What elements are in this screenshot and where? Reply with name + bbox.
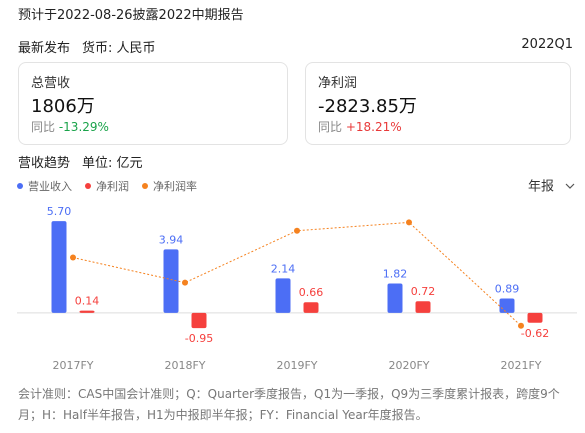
card-value: -2823.85万 — [318, 96, 417, 117]
change-label: 同比 — [31, 120, 56, 134]
bar — [191, 312, 207, 329]
line-point — [518, 322, 524, 329]
release: 最新发布 — [18, 41, 71, 56]
change: +18.21% — [345, 120, 402, 134]
x-tick-label: 2018FY — [164, 359, 205, 372]
value-label: -0.95 — [185, 332, 213, 345]
value-label: 5.70 — [47, 205, 72, 218]
x-tick-label: 2021FY — [500, 359, 541, 372]
bar — [51, 221, 67, 313]
bar — [303, 302, 319, 313]
value-label: 3.94 — [159, 233, 184, 246]
line — [72, 221, 522, 327]
bar — [79, 310, 95, 313]
currency: 货币: 人民币 — [82, 41, 156, 56]
notice: 预计于2022-08-26披露2022中期报告 — [18, 8, 244, 23]
card: 净利润 -2823.85万 同比 +18.21% — [305, 62, 571, 145]
card: 总营收 1806万 同比 -13.29% — [18, 62, 288, 145]
value-label: 0.14 — [75, 295, 100, 308]
card-value: 1806万 — [31, 96, 95, 117]
chart: 年报 营业收入 净利润 净利润率 2017FY 5.70 0.14 2018FY 3.94 -0… — [17, 179, 577, 372]
line-point — [182, 279, 188, 286]
bar — [387, 283, 403, 313]
value-label: 0.72 — [411, 285, 436, 298]
legend-marker — [17, 183, 23, 189]
line-point — [294, 227, 300, 234]
legend-label: 营业收入 — [28, 179, 72, 193]
bar — [163, 249, 179, 313]
legend-label: 净利润率 — [153, 179, 197, 193]
line-point — [406, 219, 412, 226]
trend-unit: 单位: 亿元 — [82, 156, 143, 171]
change: -13.29% — [58, 120, 109, 134]
value-label: 0.66 — [299, 286, 324, 299]
card-label: 净利润 — [318, 76, 358, 91]
legend-marker — [142, 183, 148, 189]
period: 2022Q1 — [521, 37, 573, 52]
value-label: 0.89 — [495, 282, 520, 295]
x-tick-label: 2017FY — [52, 359, 93, 372]
trend-title: 营收趋势 — [18, 156, 71, 171]
bar — [499, 298, 515, 313]
card-label: 总营收 — [31, 76, 71, 91]
x-tick-label: 2020FY — [388, 359, 429, 372]
selector-label[interactable]: 年报 — [528, 180, 554, 195]
legend-marker — [85, 183, 91, 189]
change-label: 同比 — [318, 120, 343, 134]
value-label: 2.14 — [271, 262, 296, 275]
line-point — [70, 254, 76, 261]
legend-label: 净利润 — [96, 179, 129, 193]
bar — [415, 301, 431, 313]
bar — [275, 278, 291, 313]
value-label: 1.82 — [383, 268, 408, 281]
value-label: -0.62 — [521, 327, 549, 340]
footnote: 会计准则：CAS中国会计准则；Q：Quarter季度报告，Q1为一季报，Q9为三… — [18, 387, 560, 422]
x-tick-label: 2019FY — [276, 359, 317, 372]
bar — [527, 312, 543, 323]
period-selector[interactable]: 年报 — [528, 180, 575, 195]
chevron[interactable] — [565, 183, 575, 189]
